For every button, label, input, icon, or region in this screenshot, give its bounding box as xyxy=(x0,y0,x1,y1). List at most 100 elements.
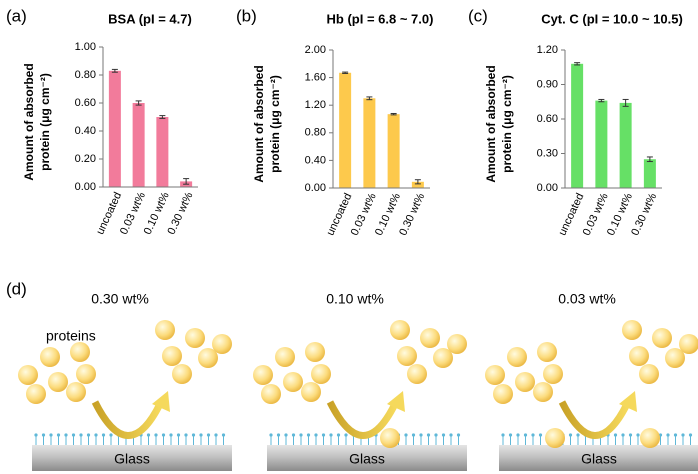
brush-tip xyxy=(86,433,91,437)
protein xyxy=(652,328,672,348)
panel-caption: 0.03 wt% xyxy=(558,291,616,307)
protein xyxy=(433,348,453,368)
brush-tip xyxy=(419,433,423,437)
brush-tip xyxy=(199,433,203,437)
bar xyxy=(595,100,608,188)
brush-tip xyxy=(49,433,53,437)
substrate-label: Glass xyxy=(349,451,385,467)
y-axis-label: Amount of absorbed xyxy=(484,65,498,182)
bar xyxy=(363,98,376,188)
protein xyxy=(679,334,698,354)
protein xyxy=(537,342,557,362)
error-bar xyxy=(598,98,605,103)
error-bar xyxy=(159,115,166,119)
brush-tip xyxy=(184,433,188,437)
panel-caption: 0.10 wt% xyxy=(326,291,384,307)
arrow xyxy=(91,400,164,439)
brush-tip xyxy=(404,433,408,437)
brush-tip xyxy=(344,433,348,437)
y-tick-label: 0.00 xyxy=(305,182,326,194)
chart-title: Hb (pI = 6.8 ~ 7.0) xyxy=(327,11,434,26)
error-bar xyxy=(390,112,397,116)
error-bar xyxy=(111,68,118,73)
brush-tip xyxy=(41,433,46,437)
brush-tip xyxy=(538,433,543,437)
protein xyxy=(212,334,232,354)
protein xyxy=(301,382,321,402)
brush-tip xyxy=(269,433,273,437)
brush-tip xyxy=(636,433,640,437)
error-bar xyxy=(183,178,190,185)
protein xyxy=(66,382,86,402)
protein xyxy=(185,328,205,348)
panel-label: (b) xyxy=(236,6,257,25)
brush-tip xyxy=(329,433,333,437)
panel-label: (c) xyxy=(468,6,488,25)
y-tick-label: 0.00 xyxy=(537,182,558,194)
brush-tip xyxy=(56,433,61,437)
brush-tip xyxy=(336,433,341,437)
brush-tip xyxy=(449,433,453,437)
protein xyxy=(420,328,440,348)
brush-tip xyxy=(456,433,461,437)
brush-tip xyxy=(516,433,520,437)
y-tick-label: 0.00 xyxy=(75,181,96,193)
brush-tip xyxy=(221,433,226,437)
arrow-head xyxy=(387,391,405,412)
y-axis-label: Amount of absorbed xyxy=(252,65,266,182)
protein xyxy=(283,372,303,392)
arrow-head xyxy=(619,391,637,412)
error-bar xyxy=(574,62,581,66)
bar xyxy=(411,181,424,188)
protein xyxy=(76,364,96,384)
panel-label: (d) xyxy=(6,279,27,298)
arrow xyxy=(558,400,631,439)
y-tick-label: 0.40 xyxy=(75,125,96,137)
y-tick-label: 0.80 xyxy=(305,127,326,139)
y-tick-label: 2.00 xyxy=(305,44,326,56)
brush-tip xyxy=(426,433,431,437)
y-tick-label: 0.80 xyxy=(75,69,96,81)
protein xyxy=(261,384,281,404)
y-tick-label: 1.00 xyxy=(75,41,96,53)
protein-label: proteins xyxy=(46,328,96,344)
brush-tip xyxy=(101,433,106,437)
error-bar xyxy=(342,71,349,74)
protein xyxy=(172,364,192,384)
y-tick-label: 0.90 xyxy=(537,78,558,90)
protein xyxy=(493,384,513,404)
brush-tip xyxy=(161,433,166,437)
protein xyxy=(380,428,400,448)
brush-tip xyxy=(34,433,38,437)
protein xyxy=(665,348,685,368)
protein xyxy=(305,342,325,362)
brush-tip xyxy=(284,433,288,437)
brush-tip xyxy=(306,433,311,437)
protein xyxy=(515,372,535,392)
bar xyxy=(619,102,632,188)
protein xyxy=(629,346,649,366)
brush-tip xyxy=(64,433,68,437)
protein xyxy=(275,347,295,367)
brush-tip xyxy=(613,433,618,437)
protein xyxy=(397,346,417,366)
brush-tip xyxy=(276,433,281,437)
protein xyxy=(507,347,527,367)
protein xyxy=(162,346,182,366)
protein xyxy=(407,364,427,384)
brush-tip xyxy=(109,433,113,437)
brush-tip xyxy=(206,433,211,437)
bar xyxy=(108,70,121,187)
arrow-head xyxy=(152,391,170,412)
protein xyxy=(390,320,410,340)
error-bar xyxy=(646,156,653,163)
brush-tip xyxy=(169,433,173,437)
brush-tip xyxy=(71,433,76,437)
brush-tip xyxy=(154,433,158,437)
brush-tip xyxy=(79,433,83,437)
brush-tip xyxy=(434,433,438,437)
brush-tip xyxy=(508,433,513,437)
brush-tip xyxy=(214,433,218,437)
brush-tip xyxy=(673,433,678,437)
brush-tip xyxy=(146,433,151,437)
